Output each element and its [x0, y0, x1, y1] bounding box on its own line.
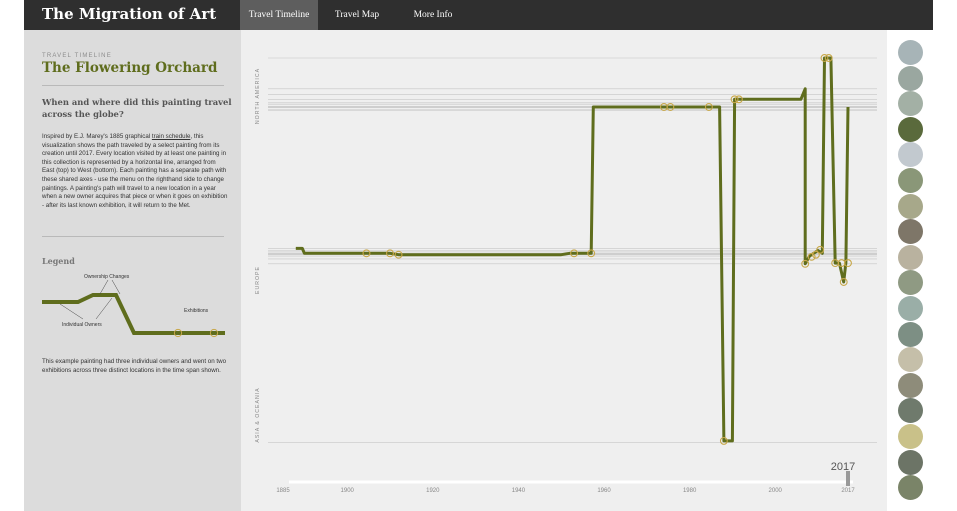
painting-thumbnail[interactable]: [898, 116, 923, 142]
exhibition-marker: [816, 245, 825, 254]
train-schedule-link[interactable]: train schedule: [151, 133, 191, 140]
description-text-start: Inspired by E.J. Marey's 1885 graphical: [42, 133, 152, 140]
legend-label-ownership: Ownership Changes: [84, 274, 130, 280]
exhibition-marker: [801, 259, 810, 268]
exhibition-marker: [807, 252, 816, 261]
legend-title: Legend: [42, 256, 75, 266]
tab-travel-map[interactable]: Travel Map: [334, 10, 380, 20]
painting-thumbnail[interactable]: [898, 244, 923, 270]
tab-travel-timeline[interactable]: Travel Timeline: [240, 0, 318, 30]
sidebar-description: Inspired by E.J. Marey's 1885 graphical …: [42, 133, 228, 210]
region-label: ASIA & OCEANIA: [255, 387, 261, 442]
legend-exhibition-marker: [173, 328, 183, 338]
legend-example-text: This example painting had three individu…: [42, 358, 227, 374]
exhibition-marker: [362, 249, 371, 258]
brand-title: The Migration of Art: [42, 5, 217, 23]
x-tick-label: 2000: [769, 488, 783, 494]
legend-path: [42, 293, 225, 335]
exhibition-marker: [734, 95, 743, 104]
painting-thumbnail[interactable]: [898, 347, 923, 373]
painting-thumbnail[interactable]: [898, 398, 923, 424]
legend-label-exhibitions: Exhibitions: [184, 308, 209, 314]
exhibition-marker: [824, 54, 833, 62]
painting-thumbnail[interactable]: [898, 193, 923, 219]
top-navbar: The Migration of Art Travel Timeline Tra…: [24, 0, 933, 30]
painting-thumbnail[interactable]: [898, 424, 923, 449]
exhibition-marker: [394, 250, 403, 259]
timeline-svg: NORTH AMERICA EUROPE ASIA & OCEANIA 1885 190…: [255, 54, 877, 494]
exhibition-marker: [844, 259, 852, 268]
legend-pointer: [95, 297, 113, 320]
painting-thumbnail[interactable]: [898, 142, 923, 168]
description-text-end: , this visualization shows the path trav…: [42, 133, 228, 209]
x-tick-label: 1980: [683, 488, 697, 494]
painting-thumbnail[interactable]: [898, 91, 923, 117]
time-slider-handle[interactable]: [846, 471, 850, 486]
x-tick-label: 1885: [276, 488, 290, 494]
painting-thumbnail[interactable]: [898, 65, 923, 91]
painting-title: The Flowering Orchard: [42, 60, 218, 76]
exhibition-marker: [820, 54, 829, 62]
exhibition-marker: [666, 103, 675, 111]
painting-thumbnail[interactable]: [898, 475, 923, 501]
legend-exhibition-marker: [209, 328, 219, 338]
exhibition-marker: [839, 278, 848, 286]
painting-thumbnail[interactable]: [898, 219, 923, 245]
painting-thumbnail[interactable]: [898, 270, 923, 296]
divider: [42, 236, 224, 237]
legend-pointer: [59, 303, 84, 320]
x-tick-label: 1920: [426, 488, 440, 494]
info-sidebar: TRAVEL TIMELINE The Flowering Orchard Wh…: [24, 30, 241, 511]
exhibition-marker: [587, 249, 596, 258]
legend-diagram: Ownership Changes Individual Owners Exhi…: [42, 274, 225, 338]
legend-pointer: [99, 279, 109, 295]
sidebar-question: When and where did this painting travel …: [42, 97, 232, 119]
tab-more-info[interactable]: More Info: [413, 10, 453, 20]
x-tick-label: 2017: [841, 488, 855, 494]
section-overline: TRAVEL TIMELINE: [42, 53, 112, 59]
legend-label-owners: Individual Owners: [62, 322, 102, 328]
painting-travel-path: [295, 56, 850, 443]
x-tick-label: 1960: [597, 488, 611, 494]
painting-thumbnail[interactable]: [898, 372, 923, 398]
x-tick-label: 1900: [341, 488, 355, 494]
region-label: NORTH AMERICA: [255, 68, 261, 124]
painting-thumbnail[interactable]: [898, 321, 923, 347]
exhibition-marker: [719, 436, 728, 445]
painting-thumbnail[interactable]: [898, 168, 923, 193]
painting-thumbnail[interactable]: [898, 296, 923, 321]
painting-thumbnail[interactable]: [898, 449, 923, 475]
region-label: EUROPE: [255, 266, 261, 294]
divider: [42, 85, 224, 86]
exhibition-marker: [570, 249, 579, 258]
exhibition-marker: [386, 249, 394, 258]
travel-timeline-chart: NORTH AMERICA EUROPE ASIA & OCEANIA 1885 190…: [241, 30, 887, 511]
x-tick-label: 1940: [512, 488, 526, 494]
legend-pointer: [111, 279, 121, 295]
time-slider-label: 2017: [831, 461, 855, 473]
painting-thumbnail[interactable]: [898, 40, 923, 65]
exhibition-marker: [811, 250, 820, 259]
exhibition-marker: [730, 95, 739, 104]
exhibition-marker: [704, 103, 713, 111]
